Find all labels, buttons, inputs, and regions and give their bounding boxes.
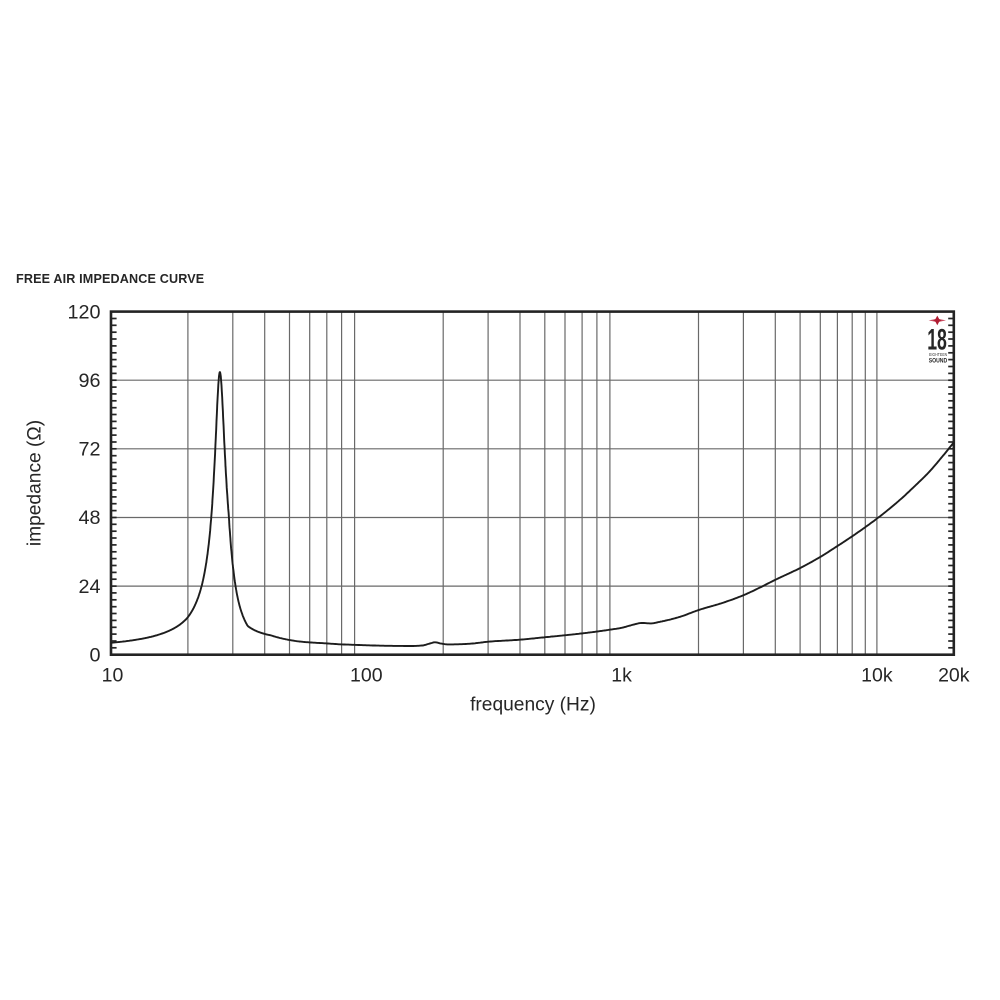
svg-text:10k: 10k: [861, 664, 893, 686]
svg-text:10: 10: [102, 664, 124, 686]
svg-text:96: 96: [78, 370, 100, 392]
svg-text:72: 72: [78, 439, 100, 461]
svg-text:frequency (Hz): frequency (Hz): [470, 695, 596, 716]
svg-text:0: 0: [89, 644, 100, 666]
svg-text:18: 18: [927, 324, 947, 357]
svg-text:48: 48: [78, 507, 100, 529]
svg-text:20k: 20k: [938, 664, 970, 686]
svg-text:FREE AIR IMPEDANCE CURVE: FREE AIR IMPEDANCE CURVE: [16, 272, 204, 286]
svg-text:impedance (Ω): impedance (Ω): [25, 420, 46, 546]
svg-text:SOUND: SOUND: [929, 358, 947, 365]
svg-text:EIGHTEEN: EIGHTEEN: [929, 352, 947, 358]
svg-text:120: 120: [67, 301, 100, 323]
svg-text:1k: 1k: [611, 664, 632, 686]
svg-text:24: 24: [78, 576, 100, 598]
svg-text:100: 100: [350, 664, 383, 686]
